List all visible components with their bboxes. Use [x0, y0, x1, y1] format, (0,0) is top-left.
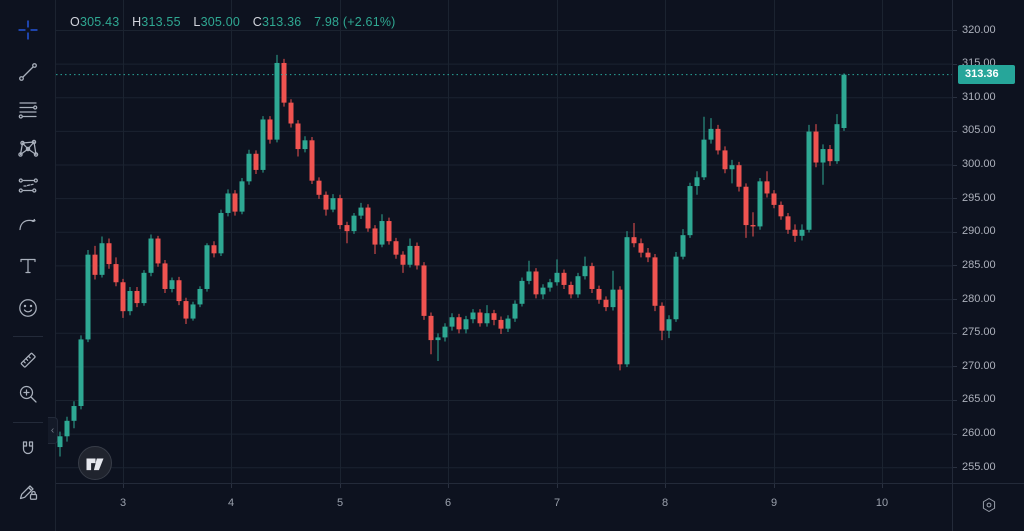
toolbar-divider [13, 422, 43, 423]
magnet-icon [16, 437, 40, 464]
emoji-icon [16, 296, 40, 323]
time-tick [448, 484, 449, 488]
trend-line-tool-button[interactable] [12, 57, 44, 89]
price-tick [953, 265, 957, 267]
price-tick-label: 310.00 [962, 90, 996, 103]
price-tick-label: 305.00 [962, 124, 996, 137]
close-label: C [252, 15, 262, 29]
crosshair-tool-button[interactable] [12, 15, 44, 47]
magnet-tool-button[interactable] [12, 434, 44, 466]
ohlc-legend: O305.43 H313.55 L305.00 C313.36 7.98 (+2… [70, 15, 396, 29]
price-tick-label: 320.00 [962, 23, 996, 36]
text-icon [16, 254, 40, 281]
price-tick [953, 433, 957, 435]
high-value: 313.55 [141, 15, 181, 29]
time-tick [665, 484, 666, 488]
drawing-toolbar: ‹ [0, 0, 58, 531]
brush-tool-button[interactable] [12, 209, 44, 241]
candlestick-chart[interactable] [56, 0, 952, 483]
price-tick [953, 63, 957, 65]
toolbar-collapse-button[interactable]: ‹ [48, 417, 58, 444]
grid-lines [56, 0, 952, 483]
time-axis[interactable]: 3 4 5 6 7 8 9 10 [56, 483, 952, 531]
time-tick-label: 10 [875, 497, 889, 509]
fib-retracement-tool-button[interactable] [12, 95, 44, 127]
price-tick-label: 280.00 [962, 292, 996, 305]
fib-retracement-icon [16, 98, 40, 125]
ruler-tool-button[interactable] [12, 345, 44, 377]
axis-corner [952, 483, 1024, 531]
price-tick [953, 399, 957, 401]
text-tool-button[interactable] [12, 251, 44, 283]
xabcd-pattern-tool-button[interactable] [12, 133, 44, 165]
price-tick-label: 275.00 [962, 326, 996, 339]
pencil-lock-icon [16, 479, 40, 506]
time-tick-label: 7 [553, 497, 561, 509]
price-tick-label: 285.00 [962, 258, 996, 271]
price-tick [953, 164, 957, 166]
price-tick [953, 198, 957, 200]
ruler-icon [16, 348, 40, 375]
time-tick-label: 6 [444, 497, 452, 509]
last-price-badge: 313.36 [958, 65, 1015, 85]
high-label: H [132, 15, 142, 29]
change-value: 7.98 (+2.61%) [314, 15, 396, 29]
price-tick [953, 332, 957, 334]
time-tick-label: 9 [770, 497, 778, 509]
price-tick-label: 295.00 [962, 191, 996, 204]
low-label: L [193, 15, 201, 29]
price-axis[interactable]: 313.36 320.00 315.00 310.00 305.00 300.00 295… [952, 0, 1024, 483]
time-tick-label: 5 [336, 497, 344, 509]
open-label: O [70, 15, 80, 29]
price-tick [953, 130, 957, 132]
time-tick-label: 8 [661, 497, 669, 509]
time-tick-label: 4 [227, 497, 235, 509]
time-tick [231, 484, 232, 488]
time-tick [123, 484, 124, 488]
time-tick [557, 484, 558, 488]
time-tick-label: 3 [119, 497, 127, 509]
toolbar-divider [13, 336, 43, 337]
brush-icon [16, 212, 40, 239]
price-tick-label: 270.00 [962, 359, 996, 372]
price-tick [953, 231, 957, 233]
price-tick [953, 467, 957, 469]
price-tick-label: 290.00 [962, 225, 996, 238]
long-position-icon [16, 174, 40, 201]
candles-layer [57, 54, 847, 457]
lock-drawings-tool-button[interactable] [12, 476, 44, 508]
axis-settings-gear-icon[interactable] [979, 495, 999, 520]
price-tick [953, 97, 957, 99]
tradingview-logo[interactable] [77, 445, 113, 481]
crosshair-icon [16, 18, 40, 45]
price-tick [953, 366, 957, 368]
low-value: 305.00 [200, 15, 241, 29]
price-tick-label: 300.00 [962, 158, 996, 171]
time-tick [340, 484, 341, 488]
price-tick-label: 265.00 [962, 393, 996, 406]
open-value: 305.43 [79, 15, 120, 29]
close-value: 313.36 [261, 15, 302, 29]
xabcd-pattern-icon [16, 136, 40, 163]
time-tick [774, 484, 775, 488]
long-position-tool-button[interactable] [12, 171, 44, 203]
price-tick-label: 255.00 [962, 460, 996, 473]
price-tick [953, 299, 957, 301]
zoom-in-icon [16, 382, 40, 409]
trend-line-icon [16, 60, 40, 87]
zoom-in-tool-button[interactable] [12, 379, 44, 411]
price-tick [953, 30, 957, 31]
chart-area[interactable]: O305.43 H313.55 L305.00 C313.36 7.98 (+2… [56, 0, 952, 483]
emoji-tool-button[interactable] [12, 293, 44, 325]
price-tick-label: 260.00 [962, 427, 996, 440]
time-tick [882, 484, 883, 488]
